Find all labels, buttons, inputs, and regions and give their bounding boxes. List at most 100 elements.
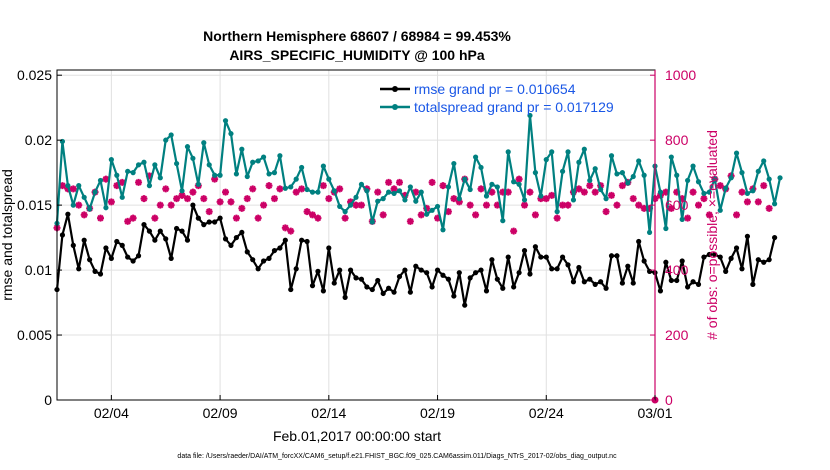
obs-point-d2 <box>396 179 403 186</box>
obs-point-d2 <box>309 211 316 219</box>
spread-point <box>239 146 245 152</box>
rmse-point <box>739 266 745 272</box>
obs-point-d2 <box>559 201 566 209</box>
obs-point-d2 <box>162 185 169 193</box>
rmse-point <box>646 268 653 274</box>
rmse-point <box>744 233 751 239</box>
obs-point-d2 <box>108 198 115 206</box>
obs-point-d2 <box>700 195 708 202</box>
rmse-point <box>603 285 609 291</box>
spread-point <box>755 168 761 174</box>
obs-point <box>428 178 436 186</box>
rmse-point <box>679 258 685 264</box>
spread-point <box>576 159 582 165</box>
rmse-point <box>396 273 403 280</box>
obs-point-d2 <box>260 201 267 209</box>
spread-point <box>331 188 337 194</box>
rmse-point <box>570 279 577 285</box>
obs-point-d2 <box>59 182 66 189</box>
obs-point-d2 <box>744 198 751 206</box>
spread-point <box>772 201 778 207</box>
spread-point <box>260 154 267 160</box>
chart-subtitle: AIRS_SPECIFIC_HUMIDITY @ 100 hPa <box>229 47 485 63</box>
rmse-point <box>358 276 365 282</box>
obs-point <box>613 201 621 209</box>
rmse-point <box>299 237 305 243</box>
spread-point <box>483 193 490 199</box>
obs-point-d2 <box>689 188 697 196</box>
rmse-point <box>685 284 691 290</box>
obs-point-d2 <box>374 188 381 196</box>
spread-point <box>679 216 685 223</box>
spread-point <box>505 149 511 155</box>
obs-point <box>765 204 773 212</box>
obs-point <box>135 178 143 186</box>
spread-point <box>701 190 707 197</box>
obs-point <box>439 182 447 190</box>
y-axis-right-label: # of obs: o=possible; ×=evaluated <box>704 130 720 340</box>
rmse-point <box>532 244 539 250</box>
rmse-point <box>434 267 441 273</box>
rmse-point <box>473 270 479 276</box>
spread-point <box>315 189 321 195</box>
obs-point <box>417 211 425 219</box>
obs-point <box>227 198 235 206</box>
obs-point <box>292 188 300 196</box>
obs-point <box>232 214 240 222</box>
obs-point-d2 <box>80 211 88 219</box>
obs-point <box>243 195 251 203</box>
rmse-point <box>212 219 218 225</box>
spread-point <box>195 181 201 187</box>
obs-point-d2 <box>543 195 550 202</box>
rmse-point <box>619 280 625 286</box>
rmse-point <box>750 281 756 287</box>
rmse-point <box>250 257 256 263</box>
obs-point <box>700 195 708 203</box>
obs-point <box>58 182 66 190</box>
spread-point <box>184 144 191 150</box>
rmse-point <box>375 277 381 284</box>
rmse-point <box>761 259 767 265</box>
obs-point-d2 <box>738 188 746 196</box>
obs-point <box>618 182 626 190</box>
obs-point <box>352 201 360 209</box>
rmse-point <box>70 242 76 248</box>
y-right-tick-label: 400 <box>665 262 689 278</box>
obs-point <box>705 211 713 219</box>
data-file-footnote: data file: /Users/raeder/DAI/ATM_forcXX/… <box>177 453 617 460</box>
rmse-point <box>559 254 566 260</box>
rmse-point <box>81 237 87 243</box>
obs-point-d2 <box>184 195 191 202</box>
obs-point <box>75 201 83 209</box>
obs-point <box>249 185 257 193</box>
obs-point-d2 <box>684 214 691 222</box>
obs-point <box>107 198 115 206</box>
obs-point <box>760 182 768 190</box>
rmse-point <box>244 249 250 255</box>
rmse-point <box>489 257 495 263</box>
spread-point <box>608 153 615 159</box>
rmse-point <box>222 236 229 242</box>
x-tick-label: 02/04 <box>94 405 129 421</box>
spread-point <box>97 177 104 184</box>
obs-point <box>548 191 556 199</box>
obs-point-d2 <box>515 175 523 183</box>
rmse-point <box>326 245 332 251</box>
spread-point <box>347 202 354 208</box>
spread-point <box>163 137 169 143</box>
spread-point <box>135 162 142 168</box>
spread-point <box>695 179 702 185</box>
obs-point-d2 <box>249 185 256 193</box>
rmse-point <box>554 266 560 272</box>
x-tick-label: 02/24 <box>529 405 564 421</box>
obs-point-d2 <box>222 188 229 196</box>
obs-point-d2 <box>591 188 599 196</box>
obs-point-d2 <box>385 179 392 186</box>
obs-point-d2 <box>733 211 740 219</box>
legend: rmse grand pr = 0.010654 totalspread gra… <box>380 81 614 115</box>
rmse-point <box>179 228 185 234</box>
obs-point-d2 <box>298 185 305 193</box>
spread-point <box>663 225 669 232</box>
obs-point-d2 <box>477 185 485 193</box>
rmse-point <box>103 245 109 251</box>
